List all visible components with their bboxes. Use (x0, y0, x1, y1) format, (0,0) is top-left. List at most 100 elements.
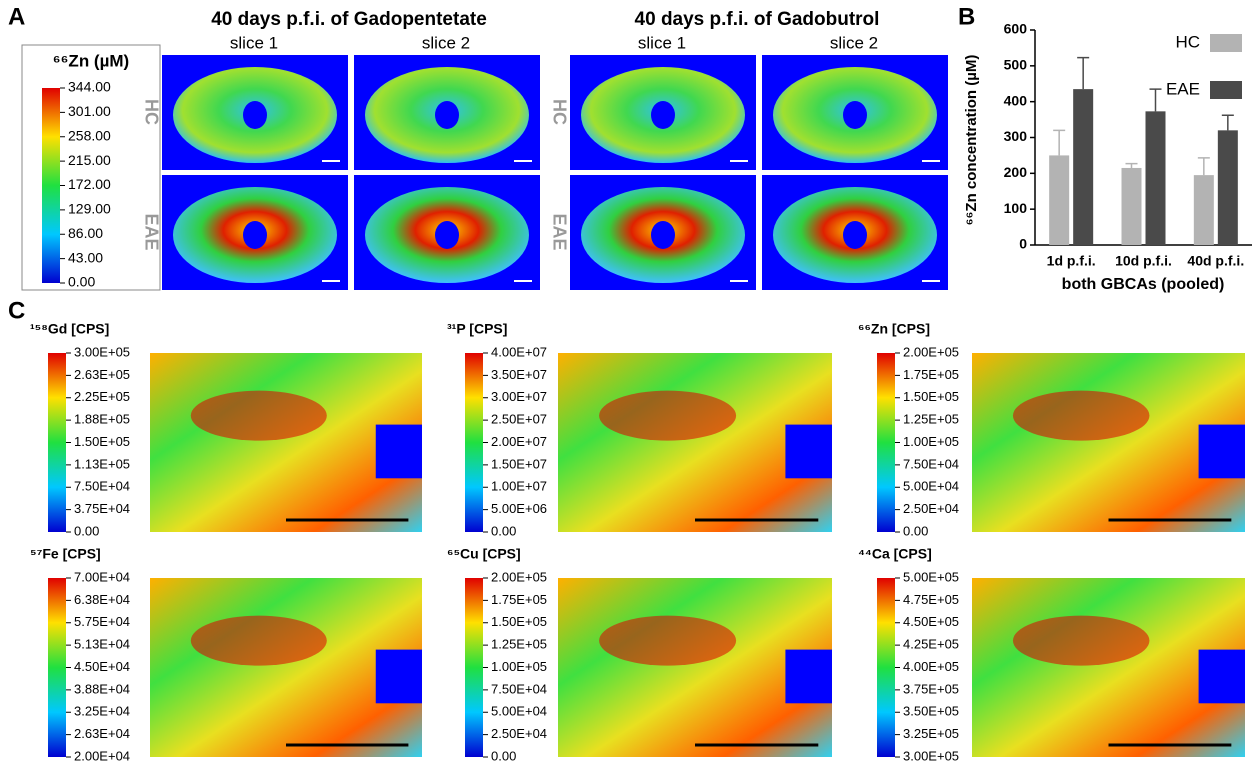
bar (1073, 89, 1094, 245)
colorbar-tick-label: 5.00E+06 (491, 501, 547, 516)
colorbar-tick-label: 2.50E+07 (491, 412, 547, 427)
legend-label: EAE (1166, 79, 1200, 98)
colorbar-tick-label: 5.00E+04 (903, 479, 959, 494)
colorbar-tick-label: 1.13E+05 (74, 456, 130, 471)
brain-ventricle (843, 221, 867, 249)
colorbar-tick-label: 2.00E+07 (491, 434, 547, 449)
element-title: ⁶⁶Zn [CPS] (858, 321, 930, 337)
map-low-region (375, 424, 422, 479)
colorbar-tick-label: 4.00E+07 (491, 344, 547, 359)
y-tick-label: 0 (1019, 236, 1027, 252)
colorbar-tick-label: 0.00 (491, 523, 516, 538)
colorbar (42, 88, 60, 283)
map-low-region (1198, 424, 1245, 479)
element-title: ¹⁵⁸Gd [CPS] (30, 321, 109, 337)
colorbar-tick-label: 1.75E+05 (491, 592, 547, 607)
error-bar (1053, 129, 1066, 156)
x-tick-label: 40d p.f.i. (1187, 253, 1244, 269)
bar (1145, 111, 1166, 245)
colorbar-tick-label: 2.00E+05 (903, 344, 959, 359)
panel-letter: A (8, 3, 25, 30)
error-bar (1197, 157, 1210, 176)
colorbar-tick-label: 43.00 (68, 249, 103, 265)
error-bar (1077, 56, 1090, 90)
colorbar-tick-label: 3.88E+04 (74, 681, 130, 696)
map-region (599, 390, 737, 441)
column-label: slice 2 (830, 33, 878, 52)
colorbar-tick-label: 6.38E+04 (74, 592, 130, 607)
bar (1049, 155, 1070, 245)
colorbar-tick-label: 0.00 (491, 748, 516, 763)
colorbar (465, 578, 483, 757)
colorbar-tick-label: 86.00 (68, 225, 103, 241)
map-low-region (1198, 649, 1245, 704)
colorbar-tick-label: 7.50E+04 (491, 681, 547, 696)
colorbar-tick-label: 215.00 (68, 152, 111, 168)
row-label: HC (549, 99, 569, 125)
error-bar (1125, 162, 1138, 168)
colorbar-tick-label: 2.63E+04 (74, 726, 130, 741)
panel-letter: B (958, 3, 975, 30)
x-tick-label: 1d p.f.i. (1047, 253, 1096, 269)
colorbar (465, 353, 483, 532)
colorbar-tick-label: 1.50E+07 (491, 456, 547, 471)
colorbar-tick-label: 5.13E+04 (74, 637, 130, 652)
colorbar-tick-label: 258.00 (68, 127, 111, 143)
colorbar-tick-label: 1.00E+07 (491, 479, 547, 494)
element-title: ⁴⁴Ca [CPS] (858, 546, 932, 562)
colorbar-tick-label: 5.00E+05 (903, 569, 959, 584)
map-region (599, 615, 737, 666)
colorbar-tick-label: 3.75E+05 (903, 681, 959, 696)
colorbar-tick-label: 2.63E+05 (74, 367, 130, 382)
map-region (1012, 615, 1150, 666)
colorbar-tick-label: 1.88E+05 (74, 412, 130, 427)
colorbar-tick-label: 3.75E+04 (74, 501, 130, 516)
row-label: EAE (549, 213, 569, 250)
colorbar-tick-label: 3.00E+05 (74, 344, 130, 359)
colorbar-tick-label: 3.00E+05 (903, 748, 959, 763)
legend-label: HC (1175, 32, 1200, 51)
legend-swatch (1210, 81, 1242, 99)
colorbar-tick-label: 4.50E+04 (74, 659, 130, 674)
colorbar-tick-label: 344.00 (68, 79, 111, 95)
element-title: ⁵⁷Fe [CPS] (30, 546, 101, 562)
colorbar-tick-label: 1.00E+05 (491, 659, 547, 674)
error-bar (1149, 88, 1162, 112)
x-tick-label: 10d p.f.i. (1115, 253, 1172, 269)
column-label: slice 1 (230, 33, 278, 52)
colorbar-tick-label: 5.00E+04 (491, 704, 547, 719)
colorbar-tick-label: 1.75E+05 (903, 367, 959, 382)
y-tick-label: 400 (1004, 92, 1028, 108)
brain-ventricle (435, 221, 459, 249)
brain-ventricle (435, 101, 459, 129)
bar (1121, 167, 1142, 245)
colorbar-tick-label: 1.25E+05 (903, 412, 959, 427)
y-tick-label: 200 (1004, 164, 1028, 180)
legend-swatch (1210, 34, 1242, 52)
row-label: HC (141, 99, 161, 125)
colorbar-tick-label: 1.50E+05 (74, 434, 130, 449)
colorbar-tick-label: 3.25E+05 (903, 726, 959, 741)
colorbar-tick-label: 7.50E+04 (903, 456, 959, 471)
colorbar-tick-label: 0.00 (74, 523, 99, 538)
colorbar-tick-label: 2.25E+05 (74, 389, 130, 404)
map-region (1012, 390, 1150, 441)
colorbar (877, 578, 895, 757)
colorbar-tick-label: 1.00E+05 (903, 434, 959, 449)
colorbar-tick-label: 7.50E+04 (74, 479, 130, 494)
element-title: ³¹P [CPS] (447, 321, 507, 337)
error-bar (1221, 114, 1234, 131)
colorbar-title: ⁶⁶Zn (µM) (53, 51, 129, 70)
colorbar-tick-label: 2.00E+05 (491, 569, 547, 584)
colorbar-tick-label: 0.00 (903, 523, 928, 538)
colorbar-tick-label: 0.00 (68, 274, 95, 290)
group-title: 40 days p.f.i. of Gadobutrol (635, 9, 880, 30)
colorbar-tick-label: 4.75E+05 (903, 592, 959, 607)
colorbar-tick-label: 3.00E+07 (491, 389, 547, 404)
colorbar-tick-label: 2.50E+04 (491, 726, 547, 741)
colorbar-tick-label: 1.50E+05 (491, 614, 547, 629)
brain-ventricle (843, 101, 867, 129)
colorbar (48, 578, 66, 757)
bar (1217, 130, 1238, 245)
